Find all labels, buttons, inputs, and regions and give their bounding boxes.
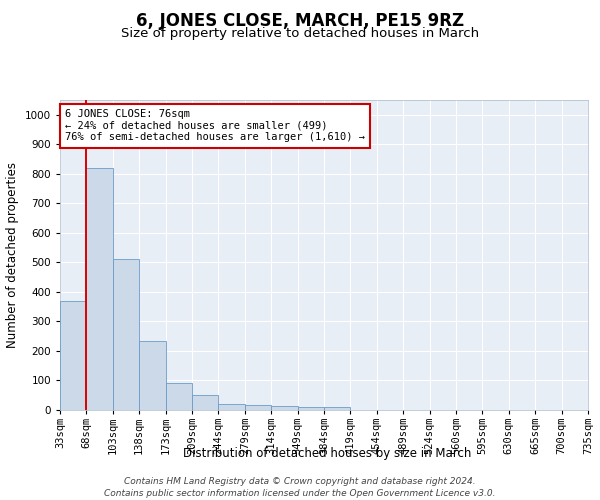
Bar: [218, 404, 245, 410]
Text: Contains HM Land Registry data © Crown copyright and database right 2024.
Contai: Contains HM Land Registry data © Crown c…: [104, 476, 496, 498]
Bar: [139, 340, 166, 410]
Bar: [324, 407, 350, 410]
Bar: [245, 405, 271, 410]
Bar: [166, 382, 192, 410]
Bar: [86, 168, 113, 410]
Text: 6, JONES CLOSE, MARCH, PE15 9RZ: 6, JONES CLOSE, MARCH, PE15 9RZ: [136, 12, 464, 30]
Bar: [192, 395, 218, 410]
Bar: [298, 407, 324, 410]
Y-axis label: Number of detached properties: Number of detached properties: [6, 162, 19, 348]
Text: 6 JONES CLOSE: 76sqm
← 24% of detached houses are smaller (499)
76% of semi-deta: 6 JONES CLOSE: 76sqm ← 24% of detached h…: [65, 110, 365, 142]
Bar: [60, 301, 86, 410]
Bar: [271, 406, 298, 410]
Text: Distribution of detached houses by size in March: Distribution of detached houses by size …: [183, 448, 471, 460]
Text: Size of property relative to detached houses in March: Size of property relative to detached ho…: [121, 28, 479, 40]
Bar: [113, 260, 139, 410]
